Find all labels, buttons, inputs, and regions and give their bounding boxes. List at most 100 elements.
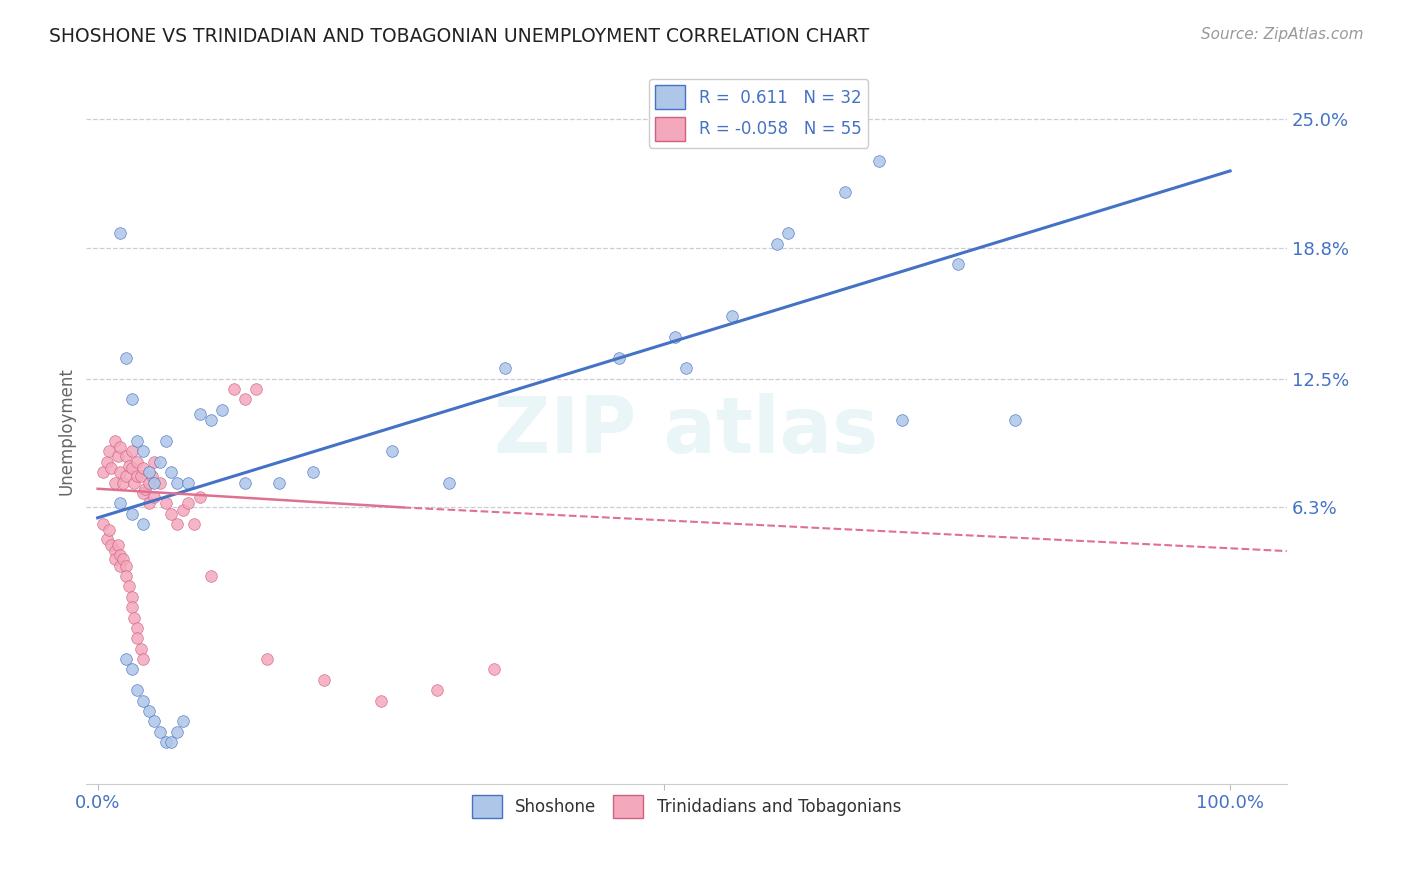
- Point: [155, 496, 177, 510]
- Point: [121, 507, 143, 521]
- Point: [115, 469, 138, 483]
- Point: [121, 590, 143, 604]
- Point: [121, 444, 143, 458]
- Point: [121, 392, 143, 407]
- Point: [200, 413, 222, 427]
- Text: ZIP atlas: ZIP atlas: [495, 392, 879, 468]
- Point: [200, 569, 222, 583]
- Point: [115, 558, 138, 573]
- Y-axis label: Unemployment: Unemployment: [58, 367, 75, 494]
- Point: [138, 496, 160, 510]
- Point: [222, 382, 245, 396]
- Point: [100, 538, 122, 552]
- Point: [132, 517, 155, 532]
- Point: [607, 351, 630, 365]
- Point: [437, 475, 460, 490]
- Point: [121, 663, 143, 677]
- Point: [127, 455, 149, 469]
- Point: [155, 434, 177, 448]
- Point: [107, 449, 129, 463]
- Point: [134, 482, 156, 496]
- Legend: Shoshone, Trinidadians and Tobagonians: Shoshone, Trinidadians and Tobagonians: [465, 788, 908, 825]
- Point: [381, 444, 404, 458]
- Point: [183, 517, 205, 532]
- Point: [129, 469, 152, 483]
- Point: [256, 652, 278, 666]
- Point: [122, 475, 145, 490]
- Point: [233, 392, 256, 407]
- Point: [122, 610, 145, 624]
- Point: [104, 475, 127, 490]
- Point: [172, 714, 194, 729]
- Point: [118, 458, 141, 473]
- Point: [1004, 413, 1026, 427]
- Point: [149, 455, 172, 469]
- Point: [245, 382, 267, 396]
- Point: [301, 465, 323, 479]
- Point: [143, 455, 166, 469]
- Point: [121, 600, 143, 615]
- Point: [948, 257, 970, 271]
- Point: [115, 351, 138, 365]
- Point: [115, 449, 138, 463]
- Point: [370, 693, 392, 707]
- Point: [127, 683, 149, 698]
- Point: [110, 465, 132, 479]
- Point: [127, 621, 149, 635]
- Point: [188, 490, 211, 504]
- Point: [132, 461, 155, 475]
- Point: [110, 548, 132, 562]
- Point: [177, 496, 200, 510]
- Point: [132, 486, 155, 500]
- Point: [233, 475, 256, 490]
- Point: [141, 469, 163, 483]
- Point: [138, 465, 160, 479]
- Point: [110, 226, 132, 240]
- Text: SHOSHONE VS TRINIDADIAN AND TOBAGONIAN UNEMPLOYMENT CORRELATION CHART: SHOSHONE VS TRINIDADIAN AND TOBAGONIAN U…: [49, 27, 869, 45]
- Point: [111, 475, 134, 490]
- Point: [110, 496, 132, 510]
- Point: [127, 632, 149, 646]
- Point: [104, 544, 127, 558]
- Point: [97, 524, 120, 538]
- Point: [96, 532, 118, 546]
- Point: [127, 434, 149, 448]
- Point: [211, 402, 233, 417]
- Point: [155, 735, 177, 749]
- Point: [160, 735, 183, 749]
- Point: [143, 714, 166, 729]
- Point: [107, 538, 129, 552]
- Point: [138, 704, 160, 718]
- Text: Source: ZipAtlas.com: Source: ZipAtlas.com: [1201, 27, 1364, 42]
- Point: [166, 475, 188, 490]
- Point: [188, 407, 211, 421]
- Point: [314, 673, 336, 687]
- Point: [720, 310, 742, 324]
- Point: [160, 465, 183, 479]
- Point: [111, 552, 134, 566]
- Point: [104, 552, 127, 566]
- Point: [115, 652, 138, 666]
- Point: [115, 569, 138, 583]
- Point: [127, 469, 149, 483]
- Point: [97, 444, 120, 458]
- Point: [121, 461, 143, 475]
- Point: [132, 444, 155, 458]
- Point: [890, 413, 912, 427]
- Point: [778, 226, 800, 240]
- Point: [104, 434, 127, 448]
- Point: [129, 641, 152, 656]
- Point: [132, 652, 155, 666]
- Point: [149, 475, 172, 490]
- Point: [494, 361, 516, 376]
- Point: [172, 502, 194, 516]
- Point: [110, 558, 132, 573]
- Point: [664, 330, 686, 344]
- Point: [100, 461, 122, 475]
- Point: [91, 517, 114, 532]
- Point: [675, 361, 697, 376]
- Point: [166, 724, 188, 739]
- Point: [110, 440, 132, 454]
- Point: [834, 185, 856, 199]
- Point: [267, 475, 290, 490]
